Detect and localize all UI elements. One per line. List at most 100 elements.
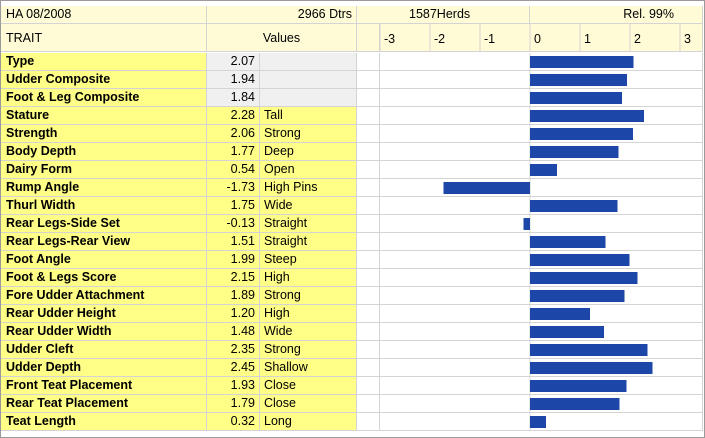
trait-value: 1.93 <box>207 377 260 395</box>
chart-row-spacer <box>357 359 380 377</box>
trait-bar <box>523 218 530 230</box>
trait-description: Close <box>260 395 357 413</box>
trait-value: -0.13 <box>207 215 260 233</box>
trait-value: 1.94 <box>207 71 260 89</box>
trait-bar <box>530 290 625 302</box>
trait-description <box>260 53 357 71</box>
chart-row-cell <box>380 215 703 233</box>
trait-name: Teat Length <box>1 413 207 431</box>
trait-name: Udder Composite <box>1 71 207 89</box>
trait-description: Steep <box>260 251 357 269</box>
trait-name: Udder Cleft <box>1 341 207 359</box>
trait-description: Strong <box>260 341 357 359</box>
trait-value: 1.51 <box>207 233 260 251</box>
chart-row-spacer <box>357 233 380 251</box>
trait-name: Stature <box>1 107 207 125</box>
x-tick-label: -3 <box>384 32 395 46</box>
trait-description: High <box>260 269 357 287</box>
chart-row-spacer <box>357 161 380 179</box>
trait-description: High Pins <box>260 179 357 197</box>
trait-name: Strength <box>1 125 207 143</box>
x-tick-label: 0 <box>534 32 541 46</box>
trait-name: Rear Udder Width <box>1 323 207 341</box>
trait-name: Rump Angle <box>1 179 207 197</box>
trait-value: 0.54 <box>207 161 260 179</box>
chart-row-spacer <box>357 413 380 431</box>
trait-name: Dairy Form <box>1 161 207 179</box>
trait-bar <box>530 254 630 266</box>
chart-row-spacer <box>357 197 380 215</box>
trait-value: 1.77 <box>207 143 260 161</box>
trait-description: Close <box>260 377 357 395</box>
chart-row-spacer <box>357 125 380 143</box>
trait-description <box>260 71 357 89</box>
trait-value: 1.84 <box>207 89 260 107</box>
trait-bar <box>530 416 546 428</box>
base-date-cell: HA 08/2008 <box>1 6 207 24</box>
trait-name: Udder Depth <box>1 359 207 377</box>
x-tick-label: 3 <box>684 32 691 46</box>
trait-name: Thurl Width <box>1 197 207 215</box>
trait-bar <box>530 110 644 122</box>
trait-description: Open <box>260 161 357 179</box>
trait-description: Straight <box>260 233 357 251</box>
trait-name: Rear Legs-Rear View <box>1 233 207 251</box>
trait-bar <box>530 344 648 356</box>
trait-value: 1.89 <box>207 287 260 305</box>
trait-bar <box>530 272 638 284</box>
chart-row-spacer <box>357 89 380 107</box>
trait-description: Deep <box>260 143 357 161</box>
trait-name: Rear Legs-Side Set <box>1 215 207 233</box>
x-tick-label: 2 <box>634 32 641 46</box>
trait-value: 2.35 <box>207 341 260 359</box>
x-tick-label: -2 <box>434 32 445 46</box>
trait-value: 1.48 <box>207 323 260 341</box>
trait-bar <box>443 182 530 194</box>
trait-description: Strong <box>260 125 357 143</box>
x-tick-label: -1 <box>484 32 495 46</box>
chart-row-spacer <box>357 323 380 341</box>
chart-row-spacer <box>357 71 380 89</box>
scale-header <box>380 24 703 52</box>
chart-row-spacer <box>357 341 380 359</box>
trait-description: Straight <box>260 215 357 233</box>
trait-description: Strong <box>260 287 357 305</box>
trait-value: 2.07 <box>207 53 260 71</box>
trait-value: 2.15 <box>207 269 260 287</box>
trait-name: Fore Udder Attachment <box>1 287 207 305</box>
trait-description <box>260 89 357 107</box>
trait-name: Type <box>1 53 207 71</box>
trait-description: Wide <box>260 197 357 215</box>
trait-bar <box>530 146 619 158</box>
trait-value: 0.32 <box>207 413 260 431</box>
trait-value: 1.79 <box>207 395 260 413</box>
trait-bar <box>530 308 590 320</box>
trait-name: Rear Teat Placement <box>1 395 207 413</box>
chart-row-spacer <box>357 179 380 197</box>
trait-bar <box>530 380 627 392</box>
trait-value: 2.45 <box>207 359 260 377</box>
trait-column-header: TRAIT <box>1 24 207 52</box>
chart-row-spacer <box>357 53 380 71</box>
trait-description: Wide <box>260 323 357 341</box>
trait-value: 1.20 <box>207 305 260 323</box>
trait-value: 1.99 <box>207 251 260 269</box>
trait-bar <box>530 128 633 140</box>
trait-description: High <box>260 305 357 323</box>
trait-bar <box>530 164 557 176</box>
trait-value: -1.73 <box>207 179 260 197</box>
reliability-cell: Rel. 99% <box>530 6 703 24</box>
trait-bar <box>530 398 620 410</box>
trait-name: Rear Udder Height <box>1 305 207 323</box>
chart-row-spacer <box>357 377 380 395</box>
trait-bar <box>530 362 653 374</box>
trait-bar <box>530 326 604 338</box>
herds-count-cell: 1587Herds <box>357 6 530 24</box>
trait-name: Foot Angle <box>1 251 207 269</box>
trait-value: 1.75 <box>207 197 260 215</box>
trait-bar <box>530 236 606 248</box>
trait-description: Shallow <box>260 359 357 377</box>
trait-name: Front Teat Placement <box>1 377 207 395</box>
x-tick-label: 1 <box>584 32 591 46</box>
